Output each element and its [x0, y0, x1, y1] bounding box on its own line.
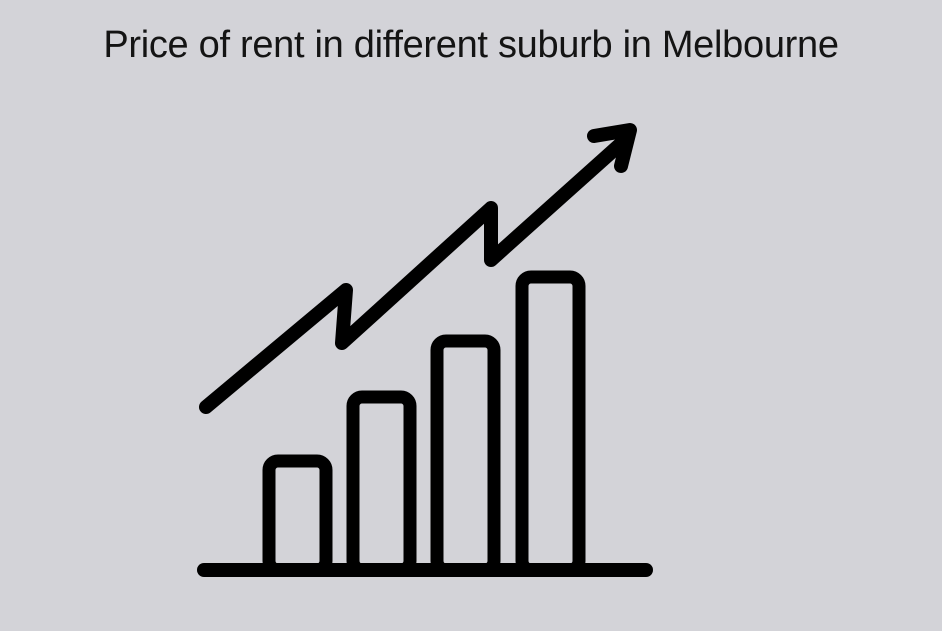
trend-line — [199, 133, 632, 414]
bar-4 — [515, 270, 586, 577]
bar-3 — [430, 334, 501, 577]
arrow-head — [587, 123, 637, 173]
page-title: Price of rent in different suburb in Mel… — [103, 24, 839, 66]
bar-2 — [346, 390, 417, 577]
bar-1 — [262, 454, 333, 577]
